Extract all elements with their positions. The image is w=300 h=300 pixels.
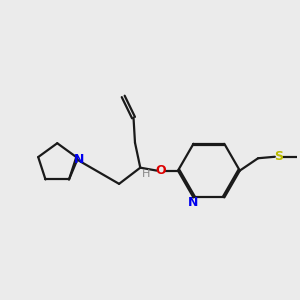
- Text: N: N: [188, 196, 199, 209]
- Text: O: O: [156, 164, 166, 177]
- Text: N: N: [74, 153, 84, 166]
- Text: H: H: [141, 169, 150, 179]
- Text: S: S: [274, 150, 283, 163]
